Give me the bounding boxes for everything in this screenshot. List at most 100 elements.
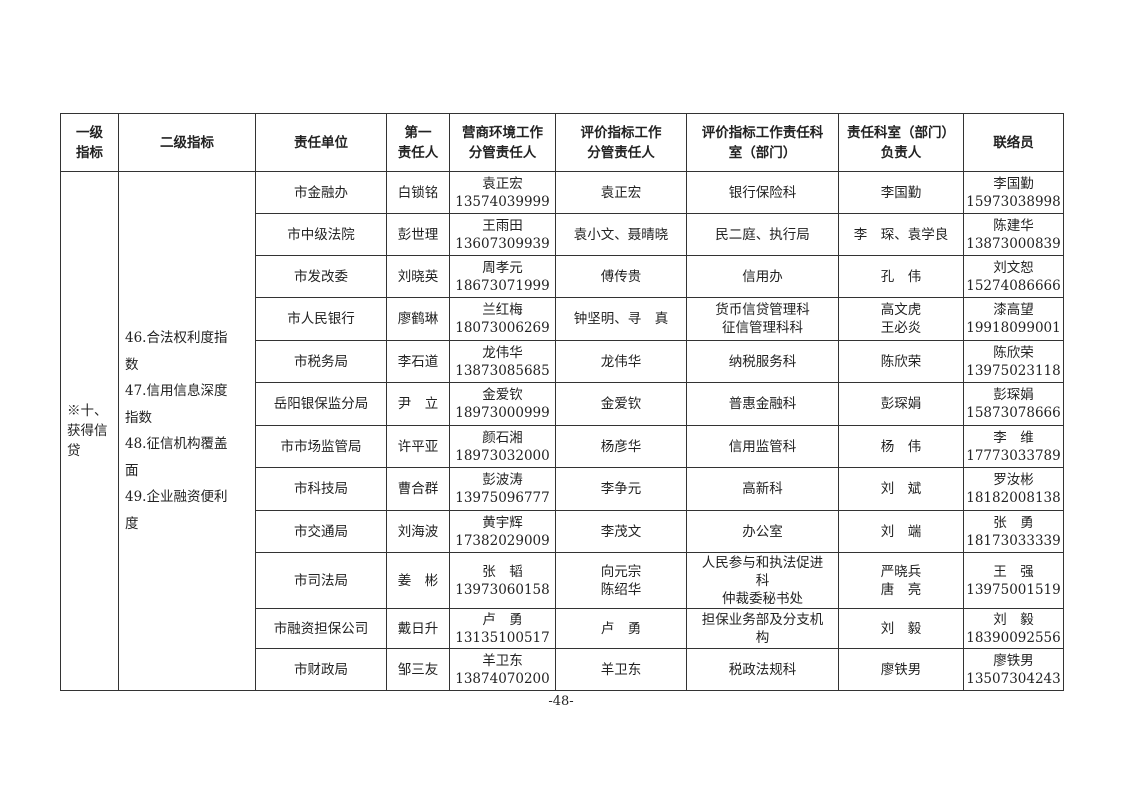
cell-contact: 张 勇 18173033339 [963,510,1064,553]
cell-dept: 信用监管科 [686,425,839,468]
cell-dept-head: 廖铁男 [838,648,964,691]
cell-unit: 市中级法院 [255,213,387,256]
cell-unit: 市税务局 [255,340,387,383]
page-number: -48- [548,694,574,709]
cell-first-person: 戴日升 [386,608,450,649]
cell-dept-head: 严晓兵 唐 亮 [838,552,964,609]
cell-eval-person: 向元宗 陈绍华 [555,552,687,609]
responsibility-table: 一级 指标 二级指标 责任单位 第一 责任人 营商环境工作 分管责任人 评价指标… [60,113,1064,691]
cell-dept-head: 孔 伟 [838,255,964,298]
cell-dept-head: 杨 伟 [838,425,964,468]
cell-contact: 陈欣荣 13975023118 [963,340,1064,383]
cell-biz-person: 卢 勇 13135100517 [449,608,556,649]
cell-unit: 市人民银行 [255,297,387,341]
cell-first-person: 彭世理 [386,213,450,256]
cell-first-person: 白锁铭 [386,171,450,214]
cell-unit: 市科技局 [255,467,387,511]
header-eval-person: 评价指标工作 分管责任人 [555,113,687,172]
cell-eval-person: 李争元 [555,467,687,511]
cell-eval-person: 袁小文、聂晴晓 [555,213,687,256]
cell-eval-person: 李茂文 [555,510,687,553]
table-row: 岳阳银保监分局尹 立金爱钦 18973000999 金爱钦 普惠金融科 彭琛娟 彭琛娟 … [61,382,1064,426]
cell-unit: 岳阳银保监分局 [255,382,387,426]
table-row: 市人民银行 廖鹤琳 兰红梅 18073006269 钟坚明、寻 真货币信贷管理科 征信… [61,297,1064,341]
cell-contact: 李国勤 15973038998 [963,171,1064,214]
cell-dept: 办公室 [686,510,839,553]
cell-contact: 罗汝彬 18182008138 [963,467,1064,511]
cell-eval-person: 钟坚明、寻 真 [555,297,687,341]
header-level1: 一级 指标 [60,113,119,172]
cell-first-person: 邹三友 [386,648,450,691]
cell-dept: 税政法规科 [686,648,839,691]
cell-first-person: 曹合群 [386,467,450,511]
cell-biz-person: 颜石湘 18973032000 [449,425,556,468]
cell-dept-head: 李 琛、袁学良 [838,213,964,256]
cell-dept: 担保业务部及分支机 构 [686,608,839,649]
cell-contact: 李 维 17773033789 [963,425,1064,468]
cell-dept: 信用办 [686,255,839,298]
cell-dept-head: 李国勤 [838,171,964,214]
table-row: 市发改委 刘晓英 周孝元 18673071999 傅传贵 信用办孔 伟刘文恕 15274… [61,255,1064,298]
cell-first-person: 李石道 [386,340,450,383]
cell-first-person: 刘海波 [386,510,450,553]
cell-contact: 廖铁男 13507304243 [963,648,1064,691]
cell-biz-person: 龙伟华 13873085685 [449,340,556,383]
table-row: 市科技局 曹合群 彭波涛 13975096777 李争元 高新科刘 斌罗汝彬 18182… [61,467,1064,511]
cell-dept-head: 陈欣荣 [838,340,964,383]
cell-first-person: 许平亚 [386,425,450,468]
level2-indicators: 46.合法权利度指 数 47.信用信息深度 指数 48.征信机构覆盖 面 49.… [118,171,256,691]
table-row: 市市场监管局 许平亚 颜石湘 18973032000 杨彦华 信用监管科杨 伟李 维 1… [61,425,1064,468]
cell-first-person: 刘晓英 [386,255,450,298]
cell-contact: 彭琛娟 15873078666 [963,382,1064,426]
cell-dept-head: 高文虎 王必炎 [838,297,964,341]
header-unit: 责任单位 [255,113,387,172]
header-contact: 联络员 [963,113,1064,172]
cell-unit: 市司法局 [255,552,387,609]
cell-eval-person: 傅传贵 [555,255,687,298]
cell-biz-person: 金爱钦 18973000999 [449,382,556,426]
cell-dept: 高新科 [686,467,839,511]
cell-first-person: 尹 立 [386,382,450,426]
cell-unit: 市财政局 [255,648,387,691]
cell-eval-person: 袁正宏 [555,171,687,214]
cell-biz-person: 黄宇辉 17382029009 [449,510,556,553]
cell-dept: 人民参与和执法促进 科 仲裁委秘书处 [686,552,839,609]
table-row: 市交通局 刘海波 黄宇辉 17382029009 李茂文 办公室刘 端张 勇 18173… [61,510,1064,553]
header-first-person: 第一 责任人 [386,113,450,172]
cell-first-person: 廖鹤琳 [386,297,450,341]
cell-eval-person: 杨彦华 [555,425,687,468]
cell-dept: 银行保险科 [686,171,839,214]
cell-biz-person: 周孝元 18673071999 [449,255,556,298]
cell-dept-head: 彭琛娟 [838,382,964,426]
cell-eval-person: 羊卫东 [555,648,687,691]
cell-first-person: 姜 彬 [386,552,450,609]
header-dept-head: 责任科室（部门） 负责人 [838,113,964,172]
cell-biz-person: 羊卫东 13874070200 [449,648,556,691]
table-row: 市中级法院 彭世理 王雨田 13607309939 袁小文、聂晴晓 民二庭、执行局李 琛… [61,213,1064,256]
cell-biz-person: 张 韬 13973060158 [449,552,556,609]
cell-dept: 货币信贷管理科 征信管理科科 [686,297,839,341]
cell-eval-person: 卢 勇 [555,608,687,649]
cell-dept: 纳税服务科 [686,340,839,383]
header-row: 一级 指标 二级指标 责任单位 第一 责任人 营商环境工作 分管责任人 评价指标… [60,113,1064,172]
cell-biz-person: 彭波涛 13975096777 [449,467,556,511]
cell-dept-head: 刘 斌 [838,467,964,511]
cell-biz-person: 兰红梅 18073006269 [449,297,556,341]
cell-dept-head: 刘 端 [838,510,964,553]
cell-dept: 普惠金融科 [686,382,839,426]
cell-contact: 刘文恕 15274086666 [963,255,1064,298]
cell-unit: 市交通局 [255,510,387,553]
level1-indicator: ※十、 获得信 贷 [60,171,119,691]
table-row: 市财政局 邹三友 羊卫东 13874070200 羊卫东 税政法规科 廖铁男 廖铁男 135… [61,648,1064,691]
table-row: 市融资担保公司 戴日升卢 勇 13135100517 卢 勇担保业务部及分支机 构刘… [61,608,1064,649]
cell-biz-person: 王雨田 13607309939 [449,213,556,256]
cell-contact: 漆高望 19918099001 [963,297,1064,341]
header-dept: 评价指标工作责任科 室（部门） [686,113,839,172]
cell-eval-person: 金爱钦 [555,382,687,426]
cell-biz-person: 袁正宏 13574039999 [449,171,556,214]
table-row: ※十、 获得信 贷 46.合法权利度指 数 47.信用信息深度 指数 48.征信机… [60,171,1064,691]
cell-unit: 市金融办 [255,171,387,214]
cell-dept-head: 刘 毅 [838,608,964,649]
cell-contact: 刘 毅 18390092556 [963,608,1064,649]
header-biz-person: 营商环境工作 分管责任人 [449,113,556,172]
